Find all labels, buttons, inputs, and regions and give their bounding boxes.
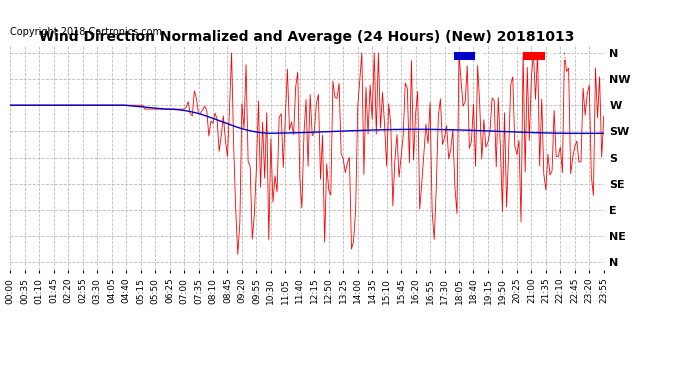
Text: Copyright 2018 Cartronics.com: Copyright 2018 Cartronics.com bbox=[10, 27, 162, 37]
Title: Wind Direction Normalized and Average (24 Hours) (New) 20181013: Wind Direction Normalized and Average (2… bbox=[39, 30, 575, 44]
Legend: Average, Direction: Average, Direction bbox=[452, 50, 599, 64]
